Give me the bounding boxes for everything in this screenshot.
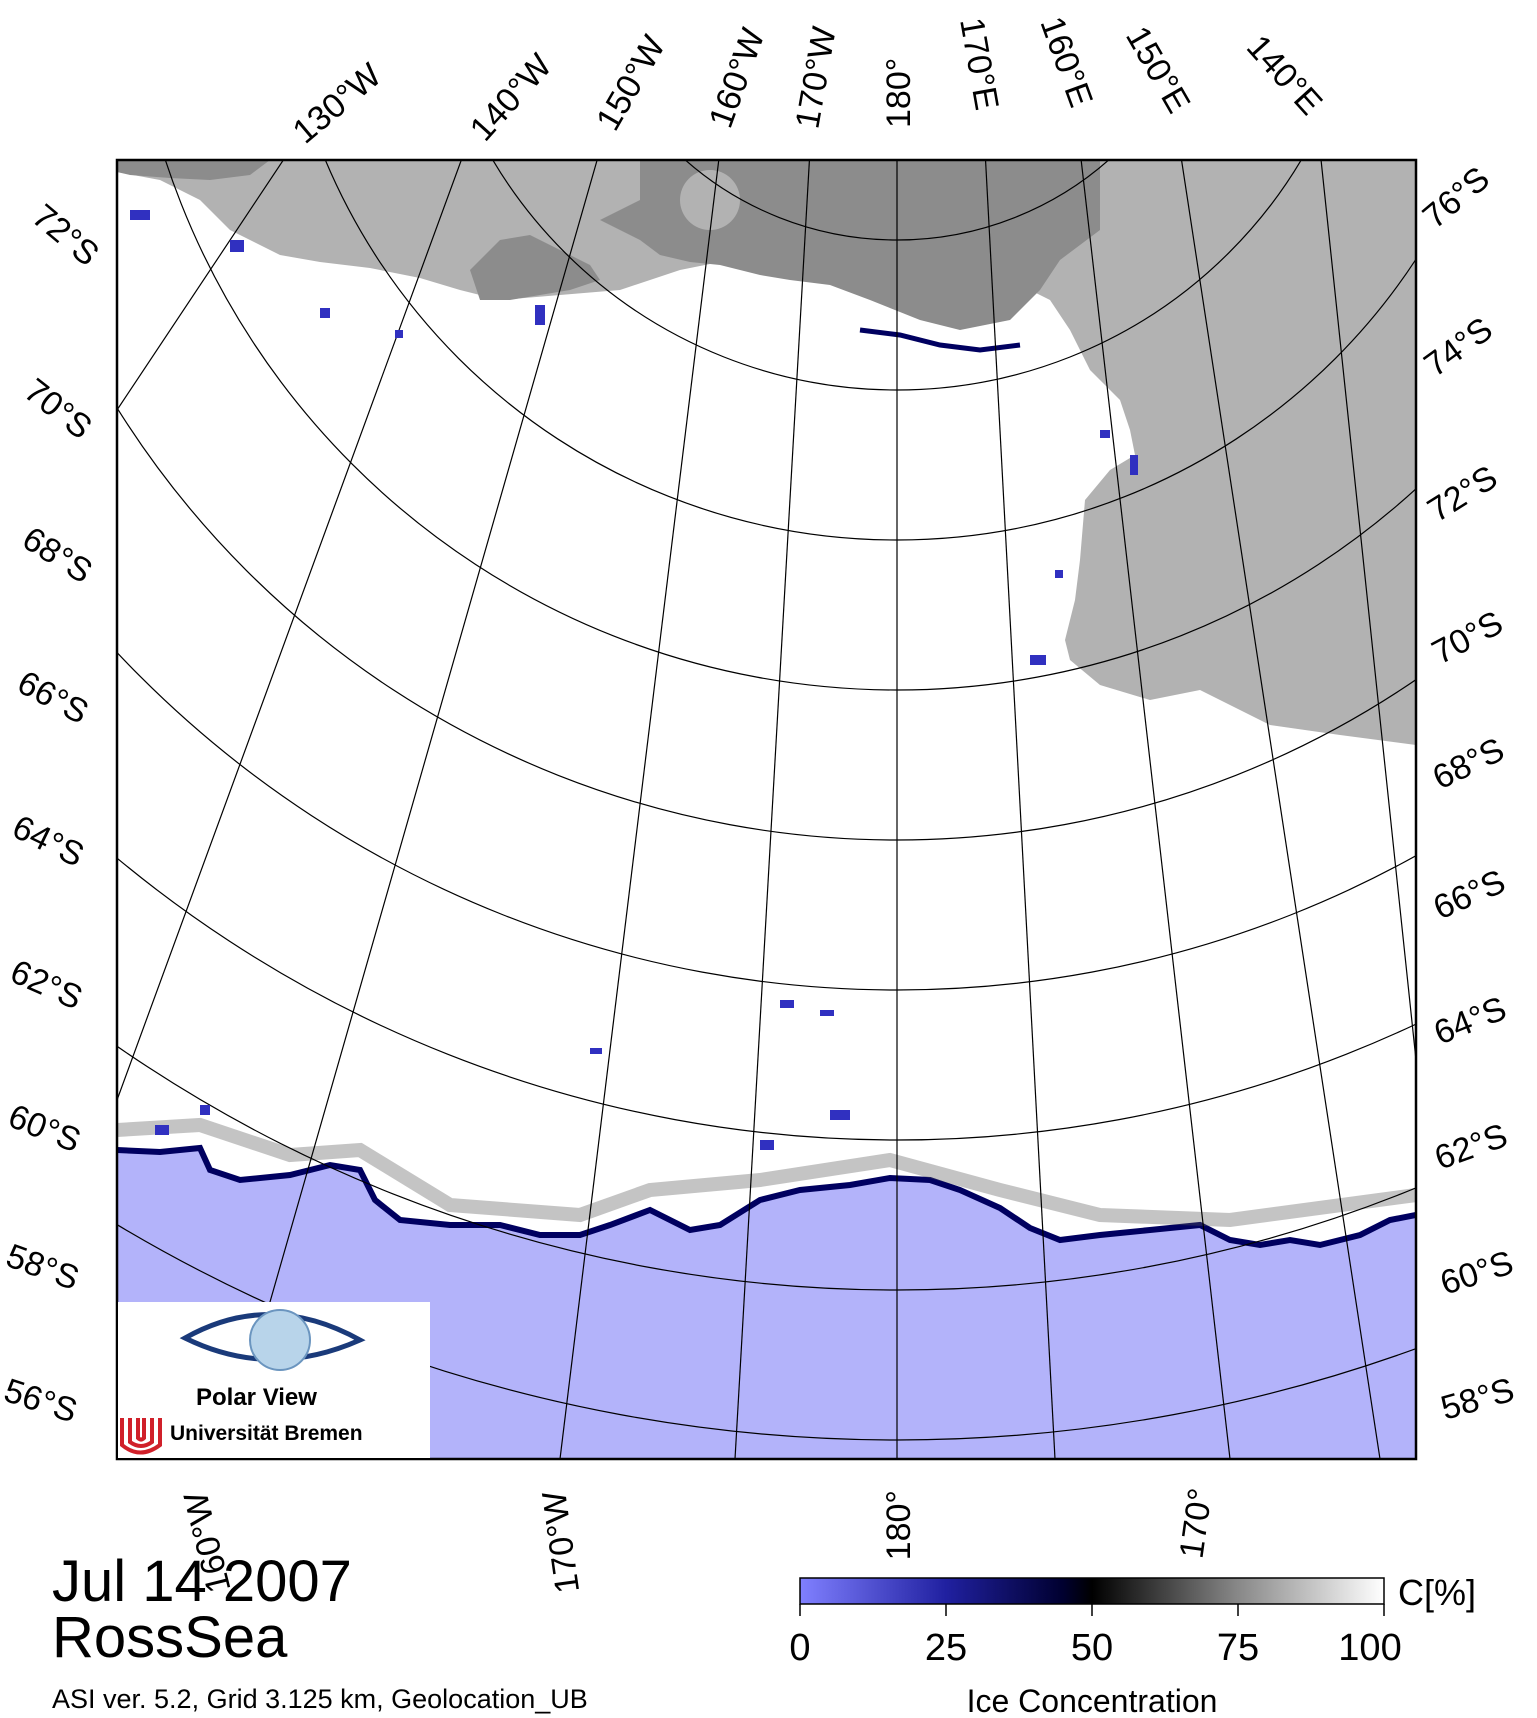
- left-parallel-labels: 72°S 70°S 68°S 66°S 64°S 62°S 60°S 58°S …: [0, 197, 106, 1430]
- polynya-patch: [535, 305, 545, 325]
- map-date: Jul 14 2007: [52, 1549, 352, 1614]
- polar-view-logo: Polar View Universität Bremen: [118, 1302, 430, 1458]
- ross-ice-shelf: [117, 160, 1416, 745]
- top-meridian-labels: 130°W 140°W 150°W 160°W 170°W 180° 170°E…: [286, 12, 1330, 151]
- polynya-patch: [780, 1000, 794, 1008]
- marginal-ice-zone: [117, 1117, 1416, 1228]
- processing-info: ASI ver. 5.2, Grid 3.125 km, Geolocation…: [52, 1684, 588, 1714]
- ice-edge: [117, 1144, 1416, 1249]
- parallel-label: 62°S: [5, 953, 88, 1018]
- right-parallel-labels: 76°S 74°S 72°S 70°S 68°S 66°S 64°S 62°S …: [1416, 159, 1519, 1427]
- meridian-label: 170°W: [535, 1489, 587, 1596]
- coastal-ice-edge: [859, 327, 1021, 353]
- meridian-line: [1320, 160, 1416, 1061]
- meridian-label: 150°W: [589, 29, 673, 137]
- map-frame: [115, 158, 1418, 1461]
- meridian-label: 160°W: [702, 23, 773, 132]
- logo-line2: Universität Bremen: [170, 1422, 363, 1445]
- meridian-line: [984, 160, 1056, 1459]
- antarctic-land-dark-corner: [117, 160, 270, 180]
- polynya-patch: [1030, 655, 1046, 665]
- antarctic-land-dark-west: [470, 235, 600, 300]
- meridian-label: 160°E: [1032, 12, 1100, 112]
- meridian-label: 170°: [1173, 1486, 1220, 1561]
- meridian-line: [117, 160, 285, 411]
- polynya-patch: [830, 1110, 850, 1120]
- meridian-label: 170°E: [952, 15, 1006, 113]
- map-region: RossSea: [52, 1605, 288, 1670]
- parallel-label: 64°S: [6, 808, 89, 875]
- polynya-patch: [1100, 430, 1110, 438]
- parallel-label: 68°S: [16, 520, 99, 591]
- parallel-label: 64°S: [1429, 989, 1512, 1052]
- colorbar-tick-label: 50: [1071, 1627, 1113, 1669]
- parallel-label: 68°S: [1427, 731, 1510, 798]
- polynya-patch: [820, 1010, 834, 1016]
- meridian-label: 130°W: [286, 56, 389, 151]
- parallel-label: 74°S: [1417, 310, 1499, 384]
- polynya-patch: [155, 1125, 169, 1135]
- ice-rise: [680, 170, 740, 230]
- parallel-label: 72°S: [25, 197, 106, 274]
- parallel-label: 66°S: [1428, 862, 1511, 927]
- parallel-label: 70°S: [17, 371, 99, 447]
- meridian-label: 140°E: [1239, 28, 1329, 123]
- colorbar-tick-label: 25: [925, 1627, 967, 1669]
- meridian-line: [1080, 160, 1231, 1459]
- polynya-patch: [1130, 455, 1138, 475]
- meridian-label: 180°: [880, 1490, 918, 1560]
- meridian-label: 150°E: [1118, 20, 1197, 120]
- parallel-label: 60°S: [3, 1097, 86, 1160]
- meridian-label: 180°: [880, 58, 918, 128]
- parallel-label: 70°S: [1426, 604, 1509, 672]
- meridian-line: [559, 160, 720, 1459]
- colorbar-unit: C[%]: [1398, 1572, 1476, 1613]
- colorbar-title: Ice Concentration: [967, 1683, 1218, 1718]
- meridian-line: [734, 160, 811, 1459]
- polynya-patch: [760, 1140, 774, 1150]
- polynya-patch: [200, 1105, 210, 1115]
- polynya-patch: [395, 330, 403, 338]
- parallel-label: 76°S: [1416, 159, 1497, 236]
- meridian-line: [224, 160, 598, 1459]
- meridian-line: [117, 160, 462, 1101]
- colorbar-tick-label: 75: [1217, 1627, 1259, 1669]
- meridian-label: 170°W: [788, 24, 843, 131]
- polynya-patches: [130, 210, 1138, 1150]
- polynya-patch: [230, 240, 244, 252]
- polynya-patch: [1055, 570, 1063, 578]
- parallel-label: 58°S: [1, 1237, 84, 1298]
- colorbar-tick-label: 0: [789, 1627, 810, 1669]
- globe-icon: [249, 1309, 311, 1371]
- meridian-label: 140°W: [463, 47, 560, 149]
- parallel-label: 62°S: [1430, 1116, 1513, 1177]
- polynya-patch: [590, 1048, 602, 1054]
- colorbar-tick-label: 100: [1338, 1627, 1401, 1669]
- parallel-label: 60°S: [1436, 1244, 1518, 1303]
- university-seal-icon: [120, 1418, 162, 1455]
- colorbar-gradient: [799, 1577, 1385, 1605]
- parallel-label: 66°S: [11, 664, 94, 732]
- parallel-label: 72°S: [1421, 458, 1504, 529]
- parallel-label: 56°S: [0, 1371, 82, 1430]
- meridian-line: [1180, 160, 1381, 1459]
- parallel-label: 58°S: [1437, 1371, 1519, 1428]
- polynya-patch: [130, 210, 150, 220]
- logo-line1: Polar View: [196, 1384, 317, 1411]
- polynya-patch: [320, 308, 330, 318]
- colorbar: 0 25 50 75 100 C[%] Ice Concentration: [789, 1572, 1476, 1718]
